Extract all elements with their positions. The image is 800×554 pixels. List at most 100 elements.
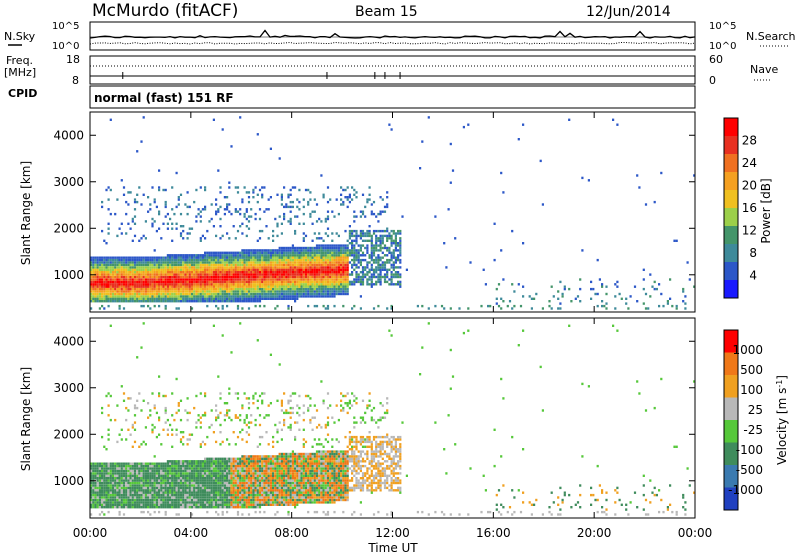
power-cell	[208, 268, 211, 271]
power-cell	[131, 300, 134, 303]
power-cell	[215, 287, 218, 291]
velocity-cell	[158, 501, 161, 504]
velocity-cell	[164, 498, 167, 502]
power-cell	[355, 232, 358, 235]
velocity-cell	[96, 498, 99, 502]
noise-tick-right-top: 10^5	[709, 21, 736, 32]
power-cell	[120, 292, 123, 296]
velocity-cell	[155, 486, 158, 490]
velocity-cell	[98, 489, 101, 492]
power-cell	[164, 307, 167, 310]
power-cell	[300, 254, 303, 257]
velocity-cell	[140, 462, 143, 465]
power-cell	[215, 283, 218, 286]
velocity-cell	[186, 489, 189, 492]
power-cell	[258, 280, 262, 284]
power-cell	[153, 220, 156, 223]
power-cell	[311, 239, 314, 242]
velocity-cell	[122, 501, 126, 504]
power-cell	[283, 215, 286, 218]
power-cell	[280, 198, 283, 201]
power-cell	[258, 229, 262, 233]
power-cell	[230, 268, 233, 271]
power-cell	[274, 266, 277, 269]
power-cell	[90, 261, 93, 264]
power-cell	[171, 278, 174, 281]
power-cell	[236, 290, 240, 293]
velocity-cell	[166, 481, 169, 485]
power-cell	[158, 300, 161, 303]
power-cell	[342, 275, 345, 279]
power-cell	[177, 297, 180, 300]
velocity-cell	[109, 481, 112, 485]
velocity-cell	[199, 501, 202, 504]
power-cell	[660, 171, 663, 175]
power-cell	[162, 280, 165, 284]
power-cell	[394, 273, 397, 276]
power-cell	[383, 254, 387, 257]
power-cell	[361, 258, 365, 262]
power-cell	[375, 258, 378, 262]
power-cell	[212, 290, 215, 293]
power-cell	[131, 268, 134, 271]
power-cell	[340, 292, 343, 296]
power-cell	[272, 258, 275, 262]
power-cell	[329, 266, 332, 269]
power-cell	[280, 246, 283, 250]
velocity-cell	[118, 484, 121, 487]
power-cell	[379, 280, 382, 284]
power-cell	[179, 295, 183, 298]
power-cell	[326, 258, 330, 262]
velocity-cell	[212, 479, 215, 482]
power-cell	[256, 249, 259, 252]
velocity-cell	[234, 486, 237, 490]
power-cell	[236, 251, 240, 254]
power-cell	[182, 285, 185, 288]
velocity-cell	[171, 493, 174, 497]
velocity-cell	[109, 493, 112, 497]
velocity-cell	[96, 489, 99, 492]
power-cell	[223, 268, 226, 271]
power-cell	[158, 285, 161, 288]
power-cell	[118, 300, 121, 303]
power-cell	[173, 268, 176, 271]
power-cell	[357, 244, 360, 247]
power-cell	[320, 292, 323, 296]
power-cell	[294, 285, 297, 288]
power-cell	[291, 263, 294, 267]
power-cell	[153, 256, 156, 259]
power-cell	[138, 280, 141, 284]
velocity-cell	[147, 498, 150, 502]
velocity-cell	[96, 496, 99, 499]
power-cell	[204, 292, 207, 296]
velocity-cell	[151, 477, 154, 480]
velocity-cell	[212, 493, 215, 497]
power-cell	[267, 237, 270, 240]
power-cell	[201, 278, 204, 281]
velocity-cell	[101, 474, 104, 477]
power-cell	[241, 278, 244, 281]
power-cell	[261, 271, 264, 274]
power-cell	[351, 266, 354, 269]
velocity-cell	[120, 503, 123, 506]
power-cell	[296, 275, 299, 279]
power-cell	[151, 222, 154, 225]
power-cell	[125, 273, 128, 276]
velocity-cell	[114, 467, 117, 470]
velocity-cell	[228, 486, 231, 490]
power-cell	[296, 280, 299, 284]
power-cell	[340, 249, 343, 252]
velocity-cell	[234, 477, 237, 480]
power-cell	[265, 258, 268, 262]
velocity-cell	[204, 392, 207, 395]
power-cell	[103, 256, 106, 259]
power-cell	[175, 300, 178, 303]
power-cell	[258, 285, 262, 288]
power-cell	[122, 263, 126, 267]
power-cell	[142, 300, 145, 303]
range-tick-label: 4000	[53, 128, 84, 142]
power-cell	[193, 254, 196, 257]
power-cell	[522, 123, 525, 126]
velocity-cell	[188, 467, 191, 470]
power-cell	[208, 256, 211, 259]
